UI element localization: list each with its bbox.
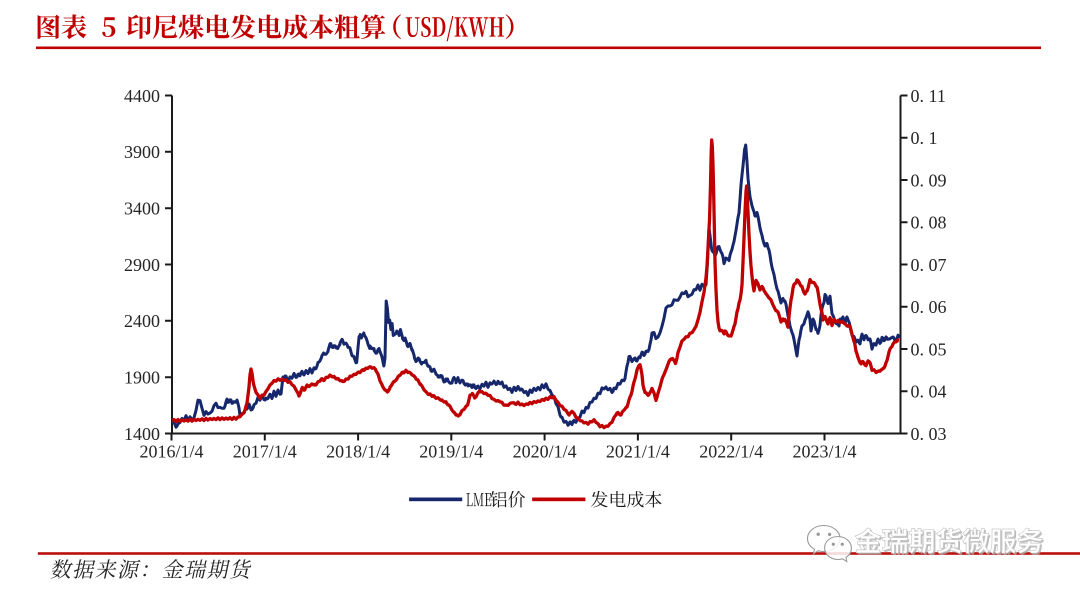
svg-text:2017/1/4: 2017/1/4 <box>233 442 297 462</box>
svg-text:0. 04: 0. 04 <box>911 382 947 402</box>
svg-text:0. 1: 0. 1 <box>911 128 938 148</box>
svg-text:2020/1/4: 2020/1/4 <box>513 442 577 462</box>
svg-text:2019/1/4: 2019/1/4 <box>419 442 483 462</box>
svg-text:2022/1/4: 2022/1/4 <box>699 442 763 462</box>
svg-text:3900: 3900 <box>124 142 160 162</box>
svg-text:0. 03: 0. 03 <box>911 424 947 444</box>
svg-text:3400: 3400 <box>124 199 160 219</box>
svg-text:4400: 4400 <box>124 86 160 106</box>
svg-text:0. 11: 0. 11 <box>911 86 946 106</box>
svg-text:0. 07: 0. 07 <box>911 255 947 275</box>
svg-text:2900: 2900 <box>124 255 160 275</box>
svg-text:0. 09: 0. 09 <box>911 170 947 190</box>
svg-text:1900: 1900 <box>124 368 160 388</box>
svg-text:2023/1/4: 2023/1/4 <box>792 442 856 462</box>
svg-text:0. 05: 0. 05 <box>911 339 947 359</box>
svg-text:0. 06: 0. 06 <box>911 297 947 317</box>
svg-text:2016/1/4: 2016/1/4 <box>139 442 203 462</box>
svg-text:0. 08: 0. 08 <box>911 213 947 233</box>
svg-text:2018/1/4: 2018/1/4 <box>326 442 390 462</box>
svg-text:1400: 1400 <box>124 424 160 444</box>
svg-text:2400: 2400 <box>124 311 160 331</box>
svg-text:2021/1/4: 2021/1/4 <box>606 442 670 462</box>
